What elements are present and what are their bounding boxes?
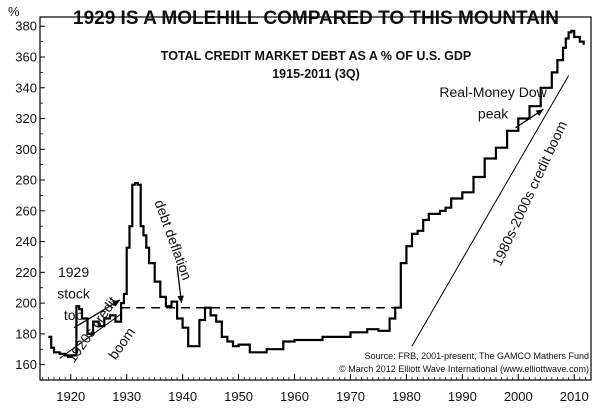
- annotation-arrow: [73, 299, 121, 329]
- y-tick-label: 380: [15, 19, 37, 34]
- trend-lines: [59, 75, 570, 359]
- x-tick-label: 2000: [504, 389, 533, 404]
- chart-title: 1929 IS A MOLEHILL COMPARED TO THIS MOUN…: [73, 8, 559, 29]
- trend-line: [411, 75, 570, 347]
- x-tick-label: 2010: [560, 389, 589, 404]
- y-tick-label: 200: [15, 296, 37, 311]
- y-tick-label: 160: [15, 357, 37, 372]
- y-tick-label: 360: [15, 49, 37, 64]
- annotation-label: 1929: [58, 264, 89, 280]
- chart-subtitle: TOTAL CREDIT MARKET DEBT AS A % OF U.S. …: [161, 49, 471, 63]
- y-tick-label: 260: [15, 203, 37, 218]
- x-tick-label: 1920: [56, 389, 85, 404]
- annotation-label: stock: [57, 285, 91, 301]
- y-tick-label: 300: [15, 142, 37, 157]
- x-tick-label: 1960: [280, 389, 309, 404]
- annotation-label: peak: [478, 106, 509, 122]
- x-tick-label: 1980: [392, 389, 421, 404]
- y-axis: 160 180 200 220 240 260 280 300 320 340 360 380: [15, 19, 45, 372]
- y-axis-unit-label: %: [8, 4, 20, 19]
- annotation-label: Real-Money Dow: [439, 84, 547, 100]
- x-tick-label: 1930: [112, 389, 141, 404]
- chart-subtitle-years: 1915-2011 (3Q): [272, 67, 360, 81]
- y-tick-label: 320: [15, 111, 37, 126]
- series-lines: [48, 29, 585, 358]
- y-tick-label: 180: [15, 326, 37, 341]
- copyright-note: © March 2012 Elliott Wave International …: [339, 364, 589, 374]
- annotation-arrows: [73, 108, 544, 329]
- y-tick-label: 240: [15, 234, 37, 249]
- trend-line: [59, 313, 122, 359]
- x-tick-label: 1970: [336, 389, 365, 404]
- series-line: [48, 29, 585, 358]
- plot-frame: [39, 16, 592, 381]
- y-tick-label: 220: [15, 265, 37, 280]
- annotation-label: debt deflation: [151, 198, 195, 282]
- annotation-arrow: [176, 266, 184, 304]
- x-tick-label: 1950: [224, 389, 253, 404]
- source-note: Source: FRB, 2001-present, The GAMCO Mat…: [365, 351, 589, 361]
- annotation-arrow: [515, 108, 544, 129]
- annotation-label: boom: [105, 324, 138, 362]
- x-tick-label: 1990: [448, 389, 477, 404]
- y-tick-label: 280: [15, 173, 37, 188]
- x-tick-label: 1940: [168, 389, 197, 404]
- y-tick-label: 340: [15, 80, 37, 95]
- annotation-label: top: [64, 307, 84, 323]
- x-axis: 1920 1930 1940 1950 1960 1970 1980 1990 2000 2010: [42, 374, 589, 404]
